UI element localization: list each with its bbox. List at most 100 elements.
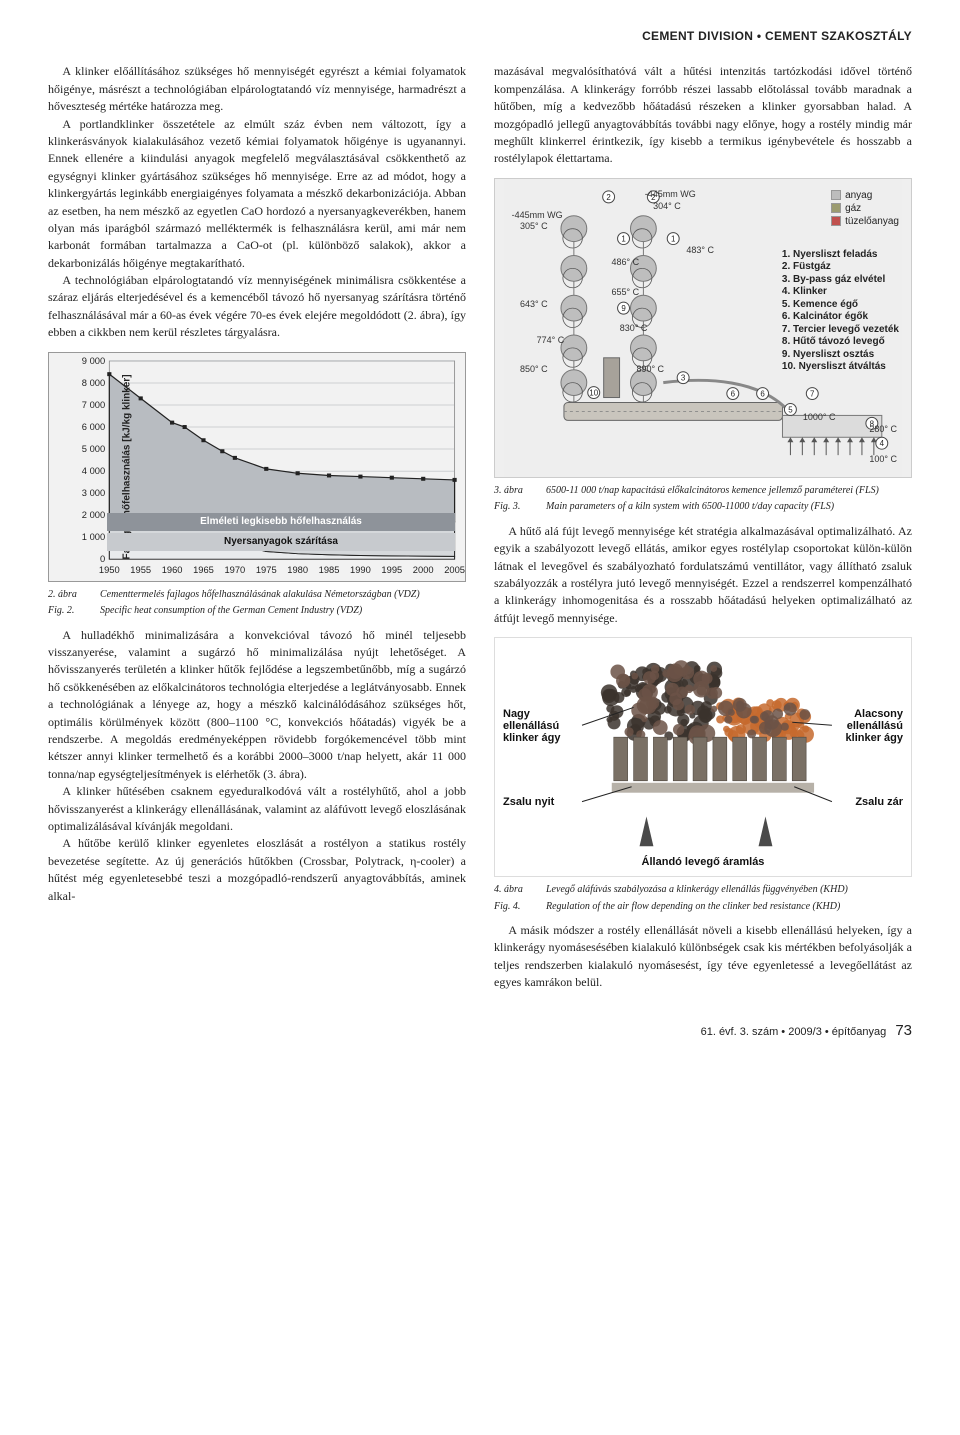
svg-text:2005: 2005 — [444, 565, 465, 575]
svg-text:1990: 1990 — [350, 565, 371, 575]
svg-text:6: 6 — [731, 389, 736, 398]
fig2-caption-hu-text: Cementtermelés fajlagos hőfelhasználásán… — [100, 588, 466, 603]
fig3-key-item: 4. Klinker — [782, 286, 899, 299]
svg-text:9 000: 9 000 — [82, 356, 105, 366]
figure-2: Fajlagos hőfelhasználás [kJ/kg klinker] … — [48, 352, 466, 619]
fig2-caption-hu-lead: 2. ábra — [48, 588, 96, 603]
fig3-keylist: 1. Nyersliszt feladás2. Füstgáz3. By-pas… — [782, 249, 899, 374]
svg-text:1975: 1975 — [256, 565, 277, 575]
fig4-label-right-bot: Zsalu zár — [855, 796, 903, 808]
fig3-caption-hu-lead: 3. ábra — [494, 484, 542, 499]
fig3-temp-label: 774° C — [537, 334, 565, 347]
footer-text: 61. évf. 3. szám • 2009/3 • építőanyag — [701, 1026, 887, 1038]
left-p4: A hulladékhő minimalizására a konvekcióv… — [48, 627, 466, 784]
fig4-svg — [495, 638, 911, 876]
fig3-temp-label: 643° C — [520, 298, 548, 311]
fig3-caption-en-text: Main parameters of a kiln system with 65… — [546, 500, 912, 515]
page-header: CEMENT DIVISION • CEMENT SZAKOSZTÁLY — [48, 28, 912, 45]
svg-text:4 000: 4 000 — [82, 466, 105, 476]
svg-text:3 000: 3 000 — [82, 488, 105, 498]
fig3-temp-label: 100° C — [869, 453, 897, 466]
fig4-caption-en-text: Regulation of the air flow depending on … — [546, 900, 912, 915]
svg-text:3: 3 — [681, 373, 686, 382]
fig2-banner-1: Elméleti legkisebb hőfelhasználás — [107, 513, 455, 531]
right-p3: A másik módszer a rostély ellenállását n… — [494, 922, 912, 992]
right-p2: A hűtő alá fújt levegő mennyisége két st… — [494, 523, 912, 627]
two-column-layout: A klinker előállításához szükséges hő me… — [48, 63, 912, 991]
svg-text:1 000: 1 000 — [82, 532, 105, 542]
fig2-banner-2: Nyersanyagok szárítása — [107, 533, 455, 551]
fig3-temp-label: 850° C — [520, 363, 548, 376]
fig3-key-item: 6. Kalcinátor égők — [782, 311, 899, 324]
svg-text:6: 6 — [760, 389, 765, 398]
fig3-key-item: 1. Nyersliszt feladás — [782, 249, 899, 262]
fig4-label-left-top: Nagyellenállásúklinker ágy — [503, 708, 560, 744]
fig3-key-item: 8. Hűtő távozó levegő — [782, 336, 899, 349]
svg-text:1950: 1950 — [99, 565, 120, 575]
svg-text:0: 0 — [100, 554, 105, 564]
fig3-temp-label: 890° C — [636, 363, 664, 376]
svg-text:5 000: 5 000 — [82, 444, 105, 454]
right-column: mazásával megvalósíthatóvá vált a hűtési… — [494, 63, 912, 991]
fig4-caption-hu-text: Levegő aláfúvás szabályozása a klinkerág… — [546, 883, 912, 898]
fig3-legend-item: anyag — [831, 189, 899, 202]
fig3-diagram: 22119103566784 anyaggáztüzelőanyag 1. Ny… — [494, 178, 912, 478]
fig3-key-item: 10. Nyersliszt átváltás — [782, 361, 899, 374]
left-p2: A portlandklinker összetétele az elmúlt … — [48, 116, 466, 273]
svg-text:7 000: 7 000 — [82, 400, 105, 410]
fig3-legend: anyaggáztüzelőanyag — [831, 189, 899, 228]
fig4-label-right-top: Alacsonyellenállásúklinker ágy — [846, 708, 903, 744]
fig3-key-item: 2. Füstgáz — [782, 261, 899, 274]
svg-text:5: 5 — [788, 405, 793, 414]
left-p3: A technológiában elpárologtatandó víz me… — [48, 272, 466, 342]
fig2-ylabel: Fajlagos hőfelhasználás [kJ/kg klinker] — [120, 374, 135, 559]
fig3-temp-label: 655° C — [611, 286, 639, 299]
fig3-legend-item: gáz — [831, 202, 899, 215]
svg-text:2000: 2000 — [413, 565, 434, 575]
svg-text:6 000: 6 000 — [82, 422, 105, 432]
left-column: A klinker előállításához szükséges hő me… — [48, 63, 466, 991]
fig2-caption-en-text: Specific heat consumption of the German … — [100, 604, 466, 619]
fig3-temp-label: 305° C — [520, 220, 548, 233]
fig2-caption-en-lead: Fig. 2. — [48, 604, 96, 619]
svg-text:10: 10 — [589, 388, 598, 397]
left-p6: A hűtőbe kerülő klinker egyenletes elosz… — [48, 835, 466, 905]
svg-text:2 000: 2 000 — [82, 510, 105, 520]
fig2-chart: Fajlagos hőfelhasználás [kJ/kg klinker] … — [48, 352, 466, 582]
page-footer: 61. évf. 3. szám • 2009/3 • építőanyag 7… — [48, 1020, 912, 1042]
fig3-caption-hu-text: 6500-11 000 t/nap kapacitású előkalcinát… — [546, 484, 912, 499]
figure-4: Nagyellenállásúklinker ágy Alacsonyellen… — [494, 637, 912, 914]
figure-3: 22119103566784 anyaggáztüzelőanyag 1. Ny… — [494, 178, 912, 515]
fig3-temp-label: 486° C — [611, 256, 639, 269]
svg-text:1985: 1985 — [319, 565, 340, 575]
svg-text:2: 2 — [606, 193, 611, 202]
fig4-label-left-bot: Zsalu nyit — [503, 796, 554, 808]
fig3-temp-label: 280° C — [869, 423, 897, 436]
footer-page-number: 73 — [895, 1022, 912, 1039]
svg-text:4: 4 — [880, 439, 885, 448]
fig4-label-bottom: Állandó levegő áramlás — [495, 856, 911, 868]
svg-text:1: 1 — [671, 234, 676, 243]
left-p1: A klinker előállításához szükséges hő me… — [48, 63, 466, 115]
fig3-key-item: 7. Tercier levegő vezeték — [782, 324, 899, 337]
svg-text:9: 9 — [621, 304, 626, 313]
fig3-caption-en-lead: Fig. 3. — [494, 500, 542, 515]
fig3-temp-label: 483° C — [686, 244, 714, 257]
fig2-caption: 2. ábra Cementtermelés fajlagos hőfelhas… — [48, 588, 466, 619]
svg-text:1965: 1965 — [193, 565, 214, 575]
svg-text:7: 7 — [810, 389, 815, 398]
svg-text:1960: 1960 — [162, 565, 183, 575]
svg-text:1955: 1955 — [130, 565, 151, 575]
fig3-key-item: 3. By-pass gáz elvétel — [782, 274, 899, 287]
fig3-temp-label: 304° C — [653, 200, 681, 213]
svg-text:1: 1 — [621, 234, 626, 243]
fig3-caption: 3. ábra 6500-11 000 t/nap kapacitású elő… — [494, 484, 912, 515]
svg-text:1995: 1995 — [381, 565, 402, 575]
fig3-temp-label: 830° C — [620, 322, 648, 335]
fig4-image: Nagyellenállásúklinker ágy Alacsonyellen… — [494, 637, 912, 877]
svg-text:1970: 1970 — [224, 565, 245, 575]
svg-text:8 000: 8 000 — [82, 378, 105, 388]
svg-text:1980: 1980 — [287, 565, 308, 575]
fig4-caption-hu-lead: 4. ábra — [494, 883, 542, 898]
fig3-legend-item: tüzelőanyag — [831, 215, 899, 228]
